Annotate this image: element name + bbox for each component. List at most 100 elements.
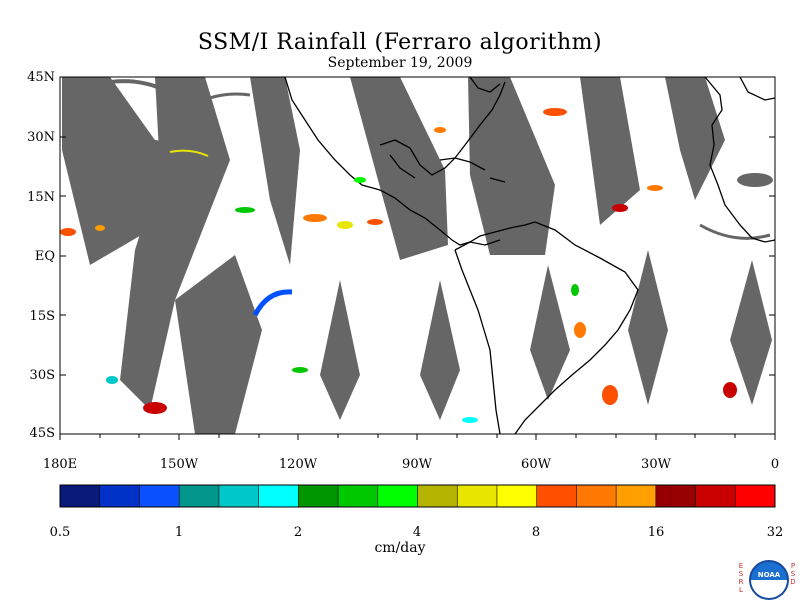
logo-right-text: PSD (790, 562, 796, 586)
rain-cell (95, 225, 105, 231)
south-america-north (454, 239, 501, 251)
lat-axis: 45N 30N 15N EQ 15S 30S 45S (27, 70, 775, 441)
swath (730, 260, 772, 405)
map-subtitle: September 19, 2009 (327, 55, 473, 71)
logo-left-letters: ESRL (737, 562, 745, 594)
rain-cell (434, 127, 446, 133)
cuba (439, 157, 486, 171)
swath (530, 265, 570, 400)
gulf-coast (379, 81, 506, 176)
lon-label: 0 (771, 457, 779, 472)
lat-label: 15S (30, 309, 55, 324)
swath (175, 255, 262, 434)
swath (120, 77, 230, 410)
logo-left-text: ESRL (738, 562, 744, 594)
swath (665, 77, 725, 200)
rain-cell (60, 228, 76, 236)
colorbar-label: 2 (294, 525, 302, 540)
colorbar-label: 4 (413, 525, 421, 540)
colorbar-labels: 0.5 1 2 4 8 16 32 (50, 525, 784, 540)
swath (320, 280, 360, 420)
rain-cell (303, 214, 327, 222)
colorbar-swatch (258, 485, 299, 507)
rain-cell (462, 417, 478, 423)
rain-cell (723, 382, 737, 398)
colorbar-label: 8 (532, 525, 540, 540)
south-america-east-coast (514, 221, 639, 434)
colorbar-label: 32 (767, 525, 784, 540)
swath (350, 77, 448, 260)
lat-label: 45N (27, 70, 55, 85)
yucatan (389, 154, 416, 179)
swath (628, 250, 668, 405)
colorbar-swatch (377, 485, 418, 507)
colorbar-label: 16 (648, 525, 665, 540)
swath-arc (79, 79, 176, 97)
swath-edge (102, 138, 178, 182)
lat-label: 45S (30, 426, 55, 441)
colorbar-swatch (496, 485, 538, 507)
lon-label: 30W (641, 457, 672, 472)
rain-cell (367, 219, 383, 225)
lat-label: 30N (27, 130, 55, 145)
lat-label: 30S (30, 368, 55, 383)
rain-cell (106, 376, 118, 384)
great-lakes (469, 77, 501, 93)
colorbar (59, 484, 776, 508)
swath (420, 280, 460, 420)
lon-label: 180E (43, 457, 77, 472)
swath-arc (184, 92, 251, 112)
rain-cell (571, 284, 579, 296)
swath (468, 77, 555, 255)
colorbar-swatch (99, 485, 140, 507)
noaa-emblem-icon: NOAA (749, 560, 789, 600)
south-america-west-coast (454, 249, 501, 434)
swath-arc (699, 223, 771, 240)
map-title: SSM/I Rainfall (Ferraro algorithm) (197, 30, 603, 55)
colorbar-swatch (735, 485, 776, 507)
logo-right-letters: PSD (789, 562, 797, 586)
coastlines (284, 77, 775, 434)
rain-cell (647, 185, 663, 191)
rain-cell (337, 221, 353, 229)
lat-label: EQ (35, 249, 55, 264)
rain-cell (602, 385, 618, 405)
lon-label: 60W (521, 457, 552, 472)
colorbar-swatch (655, 485, 697, 507)
rain-arc (169, 149, 209, 157)
noaa-esrl-psd-logo: ESRL NOAA PSD (735, 560, 799, 600)
lon-label: 90W (402, 457, 433, 472)
colorbar-swatch (536, 485, 577, 507)
colorbar-swatch (60, 485, 101, 507)
colorbar-swatch (695, 485, 736, 507)
lat-label: 15N (27, 190, 55, 205)
emblem-text: NOAA (757, 571, 781, 579)
africa-europe-coast (704, 77, 775, 243)
swath (580, 77, 640, 225)
colorbar-swatch (616, 485, 657, 507)
rain-cell (543, 108, 567, 116)
colorbar-swatch (417, 485, 458, 507)
colorbar-swatch (576, 485, 617, 507)
rain-cell (574, 322, 586, 338)
swath (250, 77, 300, 265)
rainfall-data (60, 108, 737, 423)
rain-cell (354, 177, 366, 183)
colorbar-swatch (179, 485, 220, 507)
no-data-swaths (62, 77, 773, 434)
colorbar-swatch (139, 485, 180, 507)
lon-label: 120W (279, 457, 318, 472)
lon-axis: 180E 150W 120W 90W 60W 30W 0 (43, 434, 779, 472)
colorbar-swatch (457, 485, 498, 507)
map-content (60, 77, 775, 434)
colorbar-units: cm/day (374, 540, 426, 556)
colorbar-swatch (218, 485, 260, 507)
colorbar-swatch (338, 485, 379, 507)
rain-cell (612, 204, 628, 212)
lon-label: 150W (160, 457, 199, 472)
colorbar-swatch (298, 485, 339, 507)
rain-cell (292, 367, 308, 373)
rain-arc (252, 289, 293, 317)
rain-cell (143, 402, 167, 414)
